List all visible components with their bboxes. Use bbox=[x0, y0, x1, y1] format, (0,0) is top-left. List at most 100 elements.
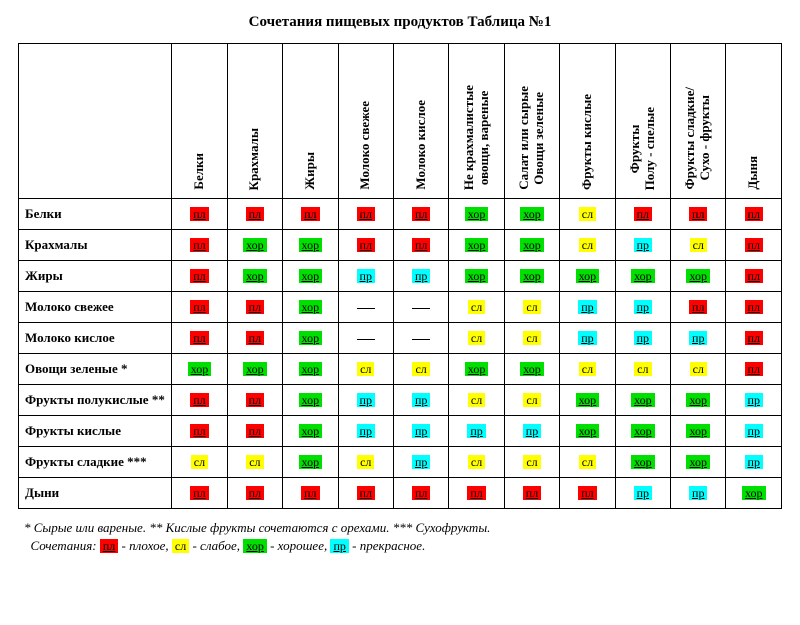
code-tag: хор bbox=[631, 393, 655, 407]
compatibility-cell: пл bbox=[227, 292, 282, 323]
code-tag: хор bbox=[520, 362, 544, 376]
compatibility-cell: пл bbox=[338, 478, 393, 509]
compatibility-cell: пл bbox=[726, 354, 782, 385]
compatibility-cell: хор bbox=[615, 261, 670, 292]
column-header-label: Дыня bbox=[746, 156, 761, 190]
code-tag: хор bbox=[465, 362, 489, 376]
code-tag: пр bbox=[467, 424, 485, 438]
compatibility-cell: хор bbox=[283, 416, 338, 447]
row-header: Жиры bbox=[19, 261, 172, 292]
code-tag: сл bbox=[579, 362, 596, 376]
compatibility-cell: пр bbox=[726, 447, 782, 478]
compatibility-cell: пр bbox=[504, 416, 559, 447]
legend-swatch: хор bbox=[243, 539, 267, 553]
legend: Сочетания: пл - плохое, сл - слабое, хор… bbox=[24, 537, 782, 555]
code-tag: пл bbox=[190, 300, 208, 314]
compatibility-cell: пл bbox=[726, 323, 782, 354]
code-tag: пл bbox=[190, 269, 208, 283]
compatibility-cell: пр bbox=[338, 261, 393, 292]
code-tag: хор bbox=[576, 269, 600, 283]
compatibility-cell: пл bbox=[393, 199, 448, 230]
column-header: Фрукты кислые bbox=[560, 44, 615, 199]
legend-swatch: сл bbox=[172, 539, 189, 553]
column-header-label: Фрукты сладкие/ Сухо - фрукты bbox=[683, 87, 713, 190]
column-header-label: Не крахмалистые овощи, вареные bbox=[462, 85, 492, 190]
code-tag: хор bbox=[520, 238, 544, 252]
table-row: Фрукты кислыеплплхорпрпрпрпрхорхорхорпр bbox=[19, 416, 782, 447]
compatibility-cell: пл bbox=[172, 292, 227, 323]
code-tag: пл bbox=[190, 486, 208, 500]
compatibility-cell bbox=[393, 292, 448, 323]
compatibility-cell: сл bbox=[338, 447, 393, 478]
compatibility-cell: сл bbox=[504, 292, 559, 323]
code-tag: пл bbox=[467, 486, 485, 500]
header-row: БелкиКрахмалыЖирыМолоко свежееМолоко кис… bbox=[19, 44, 782, 199]
table-row: Жирыплхорхорпрпрхорхорхорхорхорпл bbox=[19, 261, 782, 292]
compatibility-cell: пл bbox=[172, 478, 227, 509]
code-tag: пл bbox=[745, 300, 763, 314]
compatibility-cell: пл bbox=[338, 199, 393, 230]
code-tag: пл bbox=[634, 207, 652, 221]
compatibility-cell: сл bbox=[504, 447, 559, 478]
compatibility-cell: сл bbox=[227, 447, 282, 478]
code-tag: пл bbox=[246, 486, 264, 500]
column-header-label: Крахмалы bbox=[247, 128, 262, 190]
code-tag: хор bbox=[299, 269, 323, 283]
corner-cell bbox=[19, 44, 172, 199]
code-tag: сл bbox=[468, 455, 485, 469]
code-tag: пл bbox=[190, 393, 208, 407]
code-tag: сл bbox=[191, 455, 208, 469]
code-tag: хор bbox=[576, 393, 600, 407]
code-tag: хор bbox=[686, 393, 710, 407]
row-header: Фрукты сладкие *** bbox=[19, 447, 172, 478]
table-row: Крахмалыплхорхорплплхорхорслпрслпл bbox=[19, 230, 782, 261]
compatibility-cell: пл bbox=[172, 323, 227, 354]
column-header: Дыня bbox=[726, 44, 782, 199]
row-header: Крахмалы bbox=[19, 230, 172, 261]
compatibility-cell: хор bbox=[283, 354, 338, 385]
compatibility-cell: хор bbox=[283, 292, 338, 323]
column-header: Жиры bbox=[283, 44, 338, 199]
compatibility-cell: пл bbox=[227, 323, 282, 354]
compatibility-cell: хор bbox=[671, 447, 726, 478]
code-tag: хор bbox=[299, 393, 323, 407]
legend-desc: - прекрасное. bbox=[349, 538, 425, 553]
code-tag: пл bbox=[357, 238, 375, 252]
compatibility-cell: сл bbox=[560, 447, 615, 478]
code-tag: пл bbox=[246, 300, 264, 314]
code-tag: пр bbox=[745, 455, 763, 469]
compatibility-cell: хор bbox=[283, 447, 338, 478]
column-header-label: Фрукты Полу - спелые bbox=[628, 107, 658, 190]
column-header: Молоко кислое bbox=[393, 44, 448, 199]
compatibility-cell: пр bbox=[393, 416, 448, 447]
code-tag: пл bbox=[689, 300, 707, 314]
compatibility-cell: пл bbox=[172, 385, 227, 416]
row-header: Фрукты кислые bbox=[19, 416, 172, 447]
column-header: Фрукты Полу - спелые bbox=[615, 44, 670, 199]
compatibility-cell: пр bbox=[560, 323, 615, 354]
compatibility-cell: хор bbox=[615, 385, 670, 416]
code-tag: пр bbox=[412, 393, 430, 407]
code-tag: пл bbox=[745, 238, 763, 252]
compatibility-cell: хор bbox=[283, 385, 338, 416]
code-tag: сл bbox=[468, 331, 485, 345]
compatibility-cell: хор bbox=[449, 261, 504, 292]
compatibility-cell: сл bbox=[560, 199, 615, 230]
code-tag: хор bbox=[686, 455, 710, 469]
compatibility-cell: хор bbox=[560, 261, 615, 292]
code-tag: пл bbox=[523, 486, 541, 500]
compatibility-cell: пл bbox=[227, 385, 282, 416]
compatibility-cell: пл bbox=[671, 292, 726, 323]
code-tag: хор bbox=[299, 424, 323, 438]
table-row: Белкиплплплплплхорхорслплплпл bbox=[19, 199, 782, 230]
table-body: БелкиплплплплплхорхорслплплплКрахмалыплх… bbox=[19, 199, 782, 509]
code-tag: сл bbox=[634, 362, 651, 376]
compatibility-cell: хор bbox=[449, 354, 504, 385]
compatibility-cell: хор bbox=[227, 230, 282, 261]
footnote-stars: * Сырые или вареные. ** Кислые фрукты со… bbox=[24, 519, 782, 537]
code-tag: хор bbox=[299, 455, 323, 469]
code-tag: хор bbox=[520, 207, 544, 221]
compatibility-cell: сл bbox=[504, 385, 559, 416]
compatibility-cell: сл bbox=[172, 447, 227, 478]
code-tag: сл bbox=[246, 455, 263, 469]
